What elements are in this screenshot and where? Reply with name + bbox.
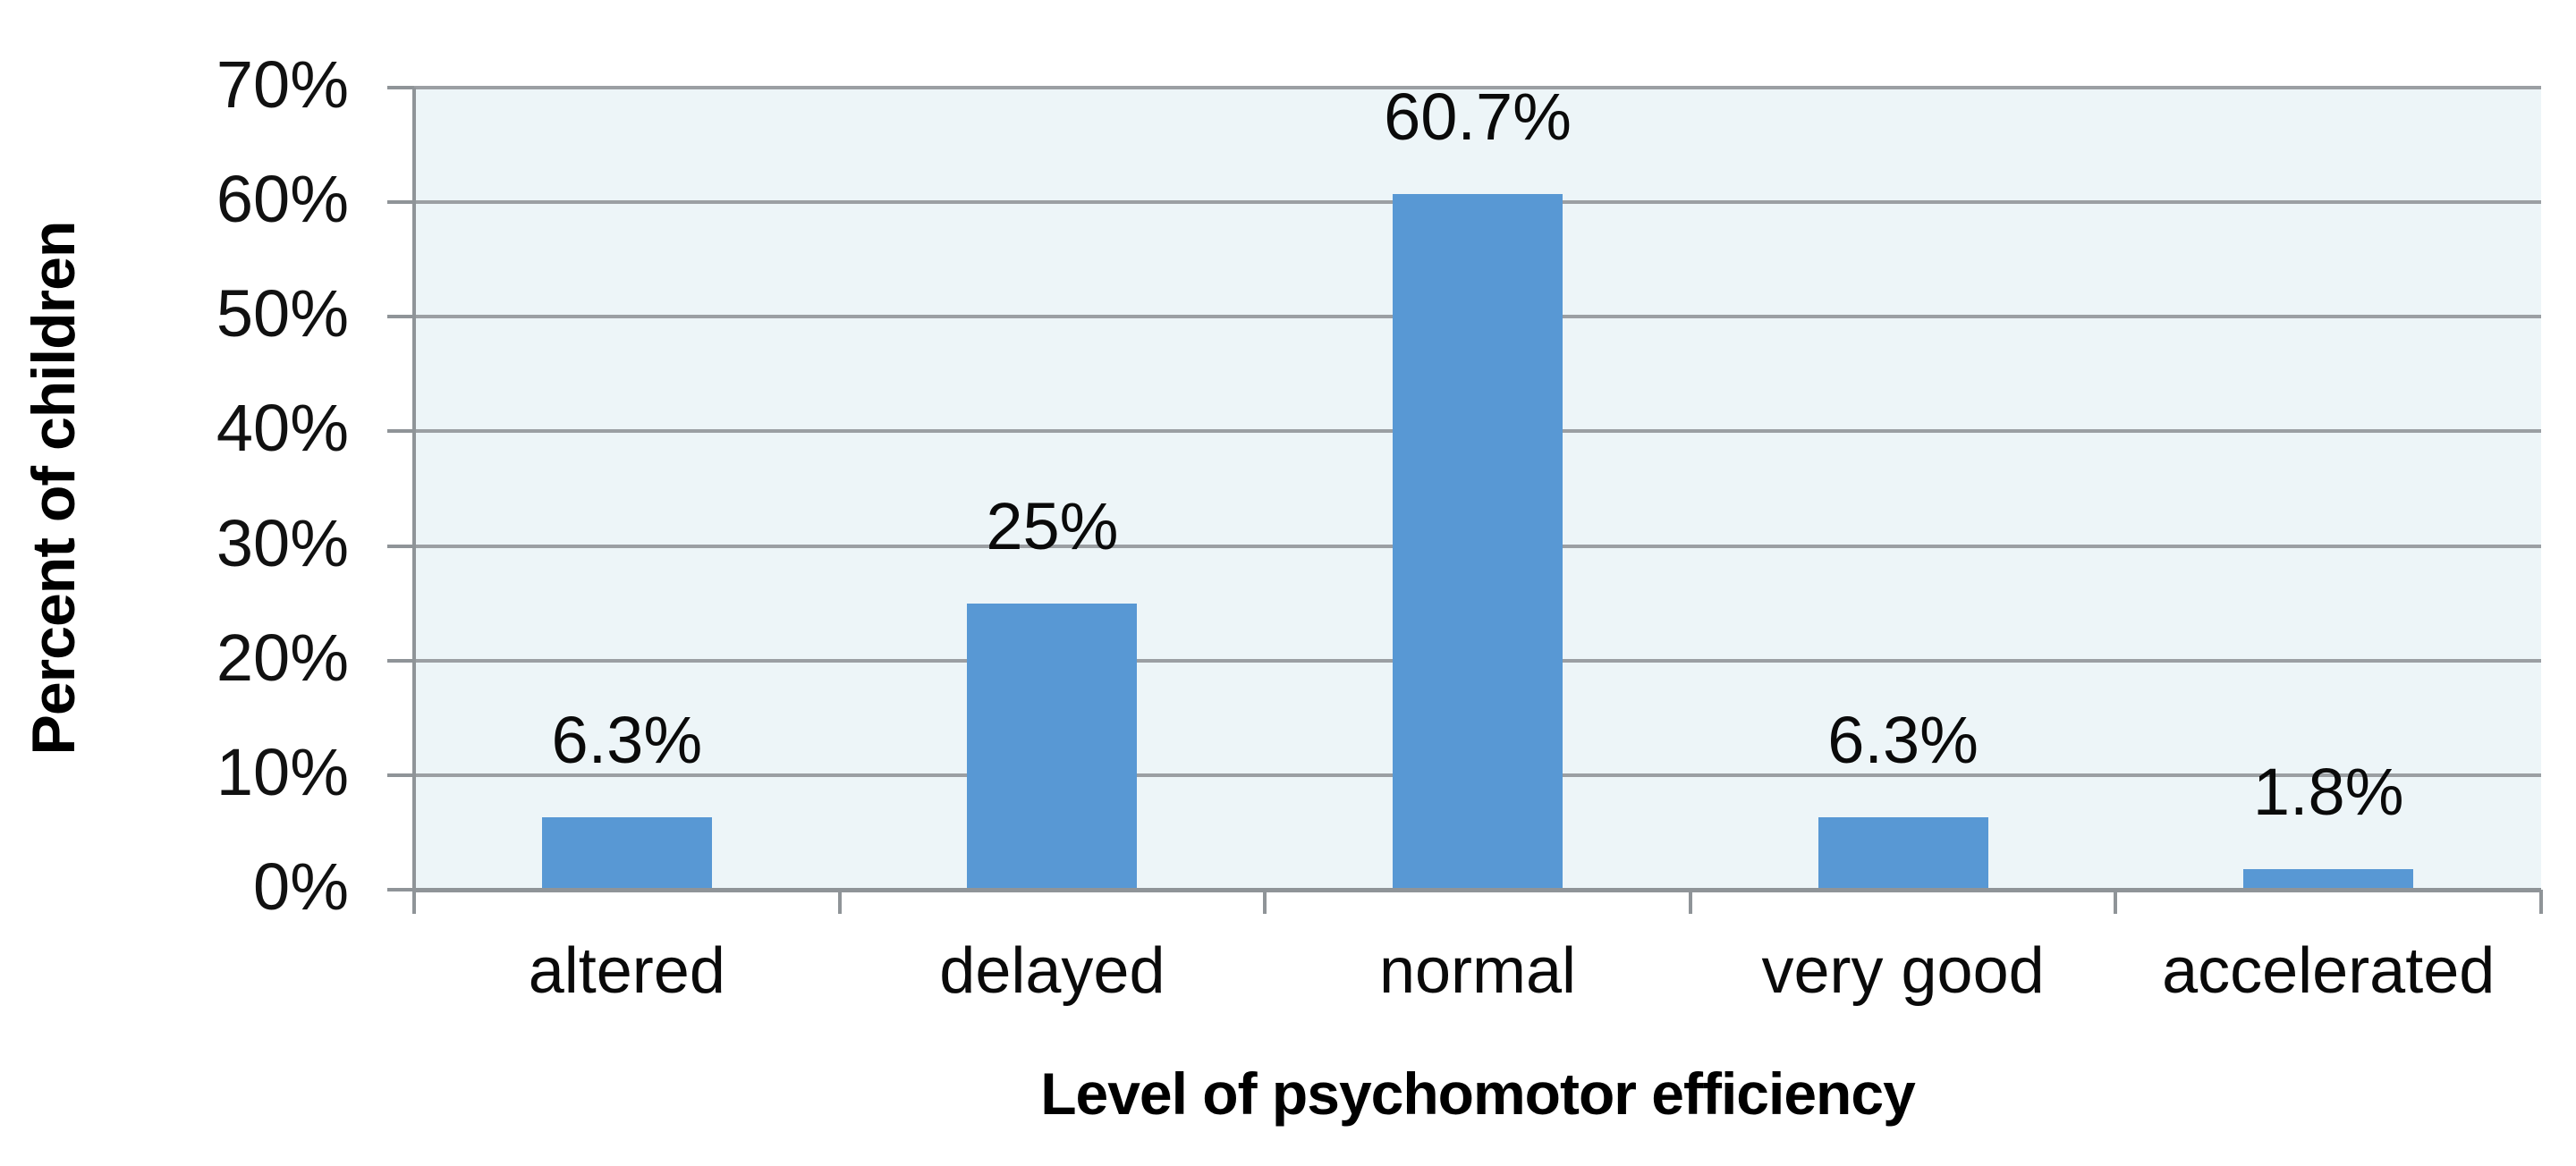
data-label-normal: 60.7% (1384, 80, 1572, 155)
x-axis-line (414, 888, 2541, 892)
y-tick-10% (387, 773, 414, 777)
data-label-accelerated: 1.8% (2252, 754, 2404, 829)
y-tick-label-20%: 20% (216, 620, 349, 695)
x-tick-2 (1263, 890, 1267, 914)
y-tick-40% (387, 429, 414, 434)
y-tick-20% (387, 658, 414, 663)
y-tick-label-70%: 70% (216, 47, 349, 122)
category-label-delayed: delayed (939, 935, 1165, 1007)
y-tick-50% (387, 315, 414, 319)
y-tick-0% (387, 888, 414, 891)
category-label-very good: very good (1761, 935, 2045, 1007)
bar-altered (541, 817, 712, 890)
y-axis-title: Percent of children (20, 221, 88, 756)
data-label-very good: 6.3% (1827, 703, 1979, 778)
y-tick-label-40%: 40% (216, 391, 349, 466)
category-label-altered: altered (528, 935, 725, 1007)
y-tick-label-60%: 60% (216, 162, 349, 237)
bar-delayed (967, 603, 1138, 890)
y-tick-label-10%: 10% (216, 734, 349, 809)
x-tick-1 (837, 890, 842, 914)
y-tick-30% (387, 544, 414, 548)
gridline-70 (414, 86, 2541, 89)
x-tick-4 (2114, 890, 2118, 914)
y-tick-label-0%: 0% (253, 849, 349, 924)
category-label-accelerated: accelerated (2162, 935, 2496, 1007)
data-label-altered: 6.3% (551, 703, 703, 778)
y-tick-label-30%: 30% (216, 505, 349, 580)
x-axis-title: Level of psychomotor efficiency (1040, 1060, 1916, 1127)
bar-normal (1393, 194, 1563, 890)
data-label-delayed: 25% (986, 488, 1119, 563)
bar-accelerated (2243, 868, 2414, 890)
x-tick-3 (1688, 890, 1692, 914)
y-tick-60% (387, 200, 414, 205)
y-tick-70% (387, 86, 414, 89)
y-axis-line (412, 88, 416, 914)
x-tick-5 (2539, 890, 2543, 914)
category-label-normal: normal (1378, 935, 1577, 1007)
bar-very good (1818, 817, 1988, 890)
y-tick-label-50%: 50% (216, 276, 349, 351)
